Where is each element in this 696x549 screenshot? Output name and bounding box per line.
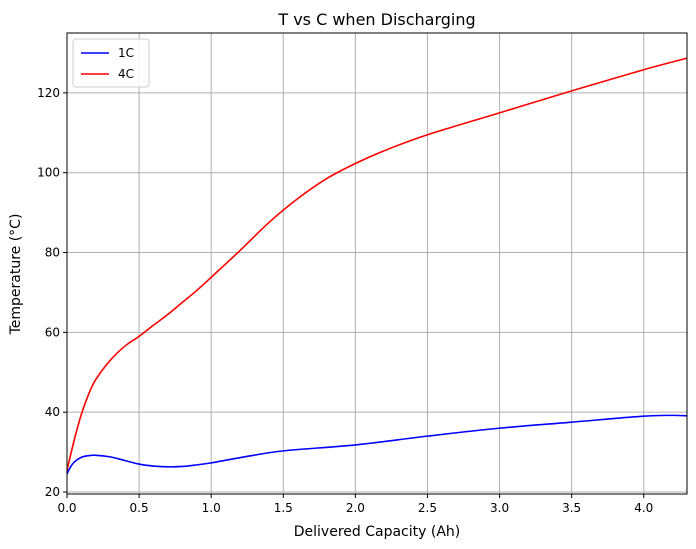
- grid: [66, 33, 687, 494]
- legend-box: [72, 38, 150, 88]
- y-tick-label: 20: [45, 485, 60, 499]
- y-axis-label: Temperature (°C): [8, 214, 24, 336]
- x-tick-label: 1.5: [274, 501, 293, 515]
- x-tick-label: 0.0: [57, 501, 76, 515]
- x-tick-label: 3.0: [490, 501, 509, 515]
- series-line-1C: [66, 414, 688, 475]
- legend: 1C 4C: [72, 38, 150, 88]
- series-lines: [66, 57, 688, 475]
- plot-area: [66, 32, 688, 495]
- y-tick-label: 60: [45, 325, 60, 339]
- x-tick-label: 1.0: [202, 501, 221, 515]
- y-tick-label: 100: [37, 166, 60, 180]
- chart-title: T vs C when Discharging: [277, 10, 475, 29]
- x-tick-label: 2.5: [418, 501, 437, 515]
- x-tick-label: 3.5: [562, 501, 581, 515]
- y-tick-label: 80: [45, 246, 60, 260]
- legend-label-4C: 4C: [118, 67, 134, 81]
- y-tick-label: 120: [37, 86, 60, 100]
- series-line-4C: [66, 57, 688, 471]
- x-tick-label: 4.0: [634, 501, 653, 515]
- x-axis-label: Delivered Capacity (Ah): [294, 524, 460, 540]
- x-tick-label: 2.0: [346, 501, 365, 515]
- y-tick-label: 40: [45, 405, 60, 419]
- axis-ticks: 0.0 0.5 1.0 1.5 2.0 2.5 3.0 3.5 4.0 20 40 60 80 100 12…: [37, 86, 653, 515]
- x-tick-label: 0.5: [130, 501, 149, 515]
- legend-label-1C: 1C: [118, 46, 134, 60]
